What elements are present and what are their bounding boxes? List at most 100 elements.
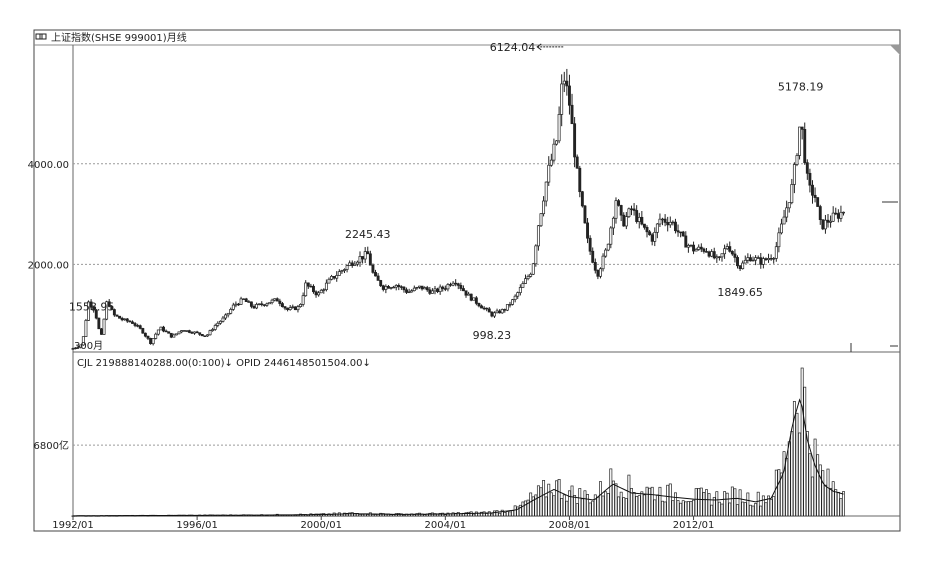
- x-tick-label: 1996/01: [176, 520, 218, 531]
- price-candle: [785, 207, 789, 218]
- price-candle: [149, 338, 153, 345]
- volume-bar: [648, 487, 652, 517]
- volume-bar: [777, 469, 781, 517]
- volume-bar: [741, 501, 745, 517]
- volume-bar: [702, 492, 706, 517]
- price-candle: [141, 328, 145, 334]
- volume-bar: [663, 501, 667, 517]
- volume-bar: [792, 401, 796, 517]
- price-candle: [516, 292, 520, 297]
- price-candle: [767, 258, 770, 261]
- volume-bar: [743, 502, 747, 517]
- volume-bar: [686, 501, 690, 517]
- volume-bar: [560, 498, 564, 517]
- price-candle: [679, 231, 683, 234]
- volume-bar: [490, 513, 494, 517]
- price-candle: [286, 307, 290, 311]
- price-candle: [343, 269, 346, 271]
- price-candle: [637, 216, 641, 222]
- price-candle: [495, 310, 499, 314]
- price-candle: [536, 225, 540, 247]
- price-candle: [206, 334, 209, 337]
- volume-bar: [542, 480, 546, 517]
- price-candle: [131, 321, 134, 324]
- volume-bar: [531, 496, 535, 517]
- price-candle: [645, 226, 649, 233]
- volume-bar: [710, 504, 714, 517]
- price-candle: [599, 268, 602, 277]
- volume-bar: [642, 494, 646, 517]
- price-candle: [156, 329, 160, 335]
- price-candle: [185, 330, 189, 332]
- x-tick-label: 1992/01: [52, 520, 94, 531]
- price-candle: [172, 334, 176, 338]
- price-candle: [242, 298, 246, 301]
- price-candle: [187, 330, 191, 333]
- volume-bar: [374, 514, 377, 517]
- price-candle: [177, 331, 181, 335]
- volume-bar: [534, 494, 538, 517]
- price-candle: [508, 304, 512, 306]
- volume-bar: [823, 484, 827, 517]
- volume-bar: [578, 488, 582, 517]
- volume-bar: [480, 511, 483, 517]
- price-candle: [244, 298, 248, 302]
- price-candle: [239, 298, 243, 305]
- volume-bar: [655, 494, 659, 517]
- price-candle: [547, 164, 551, 183]
- price-candle: [834, 212, 838, 215]
- volume-indicator-label: CJL 219888140288.00(0:100)↓ OPID 2446148…: [77, 358, 371, 369]
- price-candle: [655, 223, 659, 233]
- price-candle: [314, 291, 318, 296]
- volume-bar: [474, 511, 478, 517]
- volume-bar: [733, 488, 737, 517]
- price-candle: [381, 285, 385, 290]
- price-candle: [221, 317, 225, 322]
- price-candle: [485, 307, 489, 310]
- price-candle: [368, 253, 372, 266]
- price-tick-label: 2000.00: [28, 260, 69, 271]
- volume-bar: [723, 491, 727, 517]
- price-candle: [513, 295, 517, 300]
- volume-bar: [790, 431, 794, 517]
- price-candle: [397, 285, 401, 288]
- annotation-label: 998.23: [473, 329, 512, 342]
- price-candle: [818, 206, 822, 220]
- volume-bar: [759, 505, 763, 517]
- price-candle: [759, 257, 763, 265]
- price-candle: [671, 221, 675, 224]
- price-candle: [348, 262, 352, 266]
- price-candle: [743, 259, 747, 264]
- price-candle: [596, 269, 600, 277]
- price-candle: [764, 258, 768, 261]
- volume-bar: [661, 500, 664, 517]
- price-candle: [630, 208, 633, 210]
- volume-bar: [459, 513, 463, 517]
- price-candle: [128, 320, 132, 323]
- price-candle: [490, 311, 494, 317]
- volume-bar: [482, 511, 486, 517]
- price-candle: [609, 227, 613, 245]
- price-candle: [436, 288, 440, 293]
- price-candle: [560, 83, 564, 115]
- volume-bar: [707, 493, 711, 517]
- price-candle: [707, 251, 711, 257]
- price-candle: [588, 237, 592, 252]
- volume-bar: [588, 502, 592, 517]
- volume-bar: [681, 500, 685, 517]
- price-candle: [653, 231, 657, 242]
- price-candle: [260, 303, 264, 306]
- chart-frame: [33, 29, 901, 532]
- annotation-label: 5178.19: [778, 80, 824, 93]
- price-candle: [661, 218, 664, 221]
- price-candle: [438, 286, 442, 293]
- price-candle: [143, 332, 147, 337]
- volume-bar: [738, 489, 742, 517]
- volume-bar: [764, 502, 768, 517]
- volume-bar: [529, 492, 533, 517]
- volume-bar: [705, 489, 708, 517]
- volume-bar: [575, 503, 579, 517]
- price-candle: [526, 276, 530, 280]
